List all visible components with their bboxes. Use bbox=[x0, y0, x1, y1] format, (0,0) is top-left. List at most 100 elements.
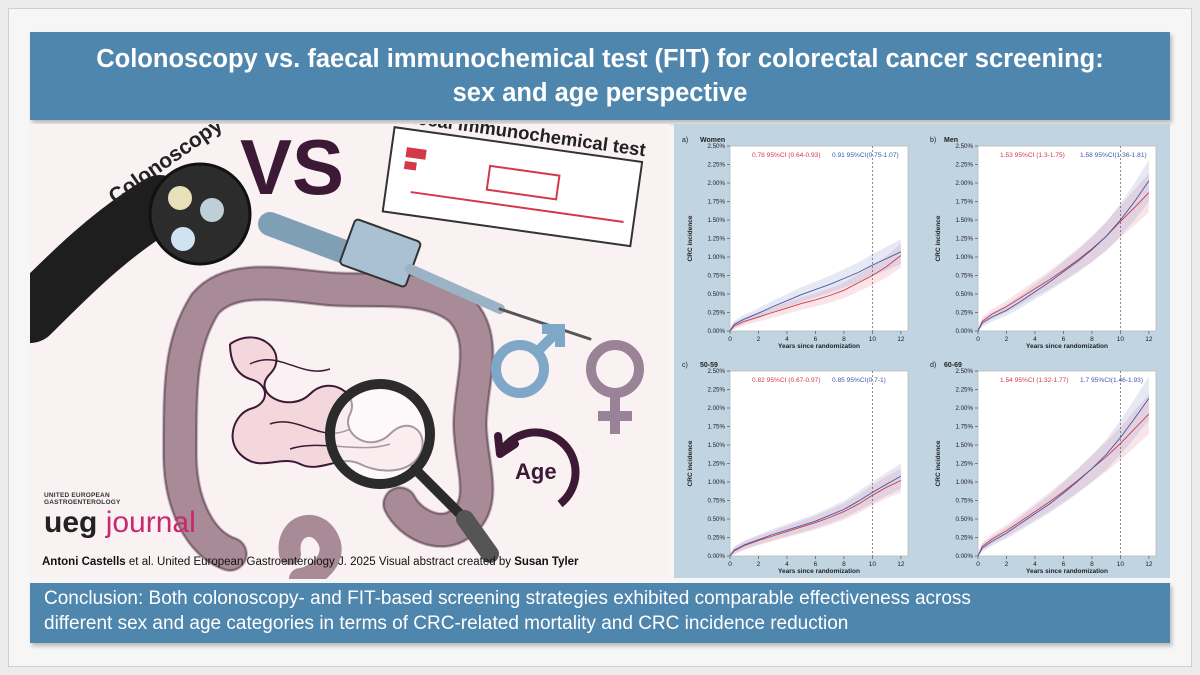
series-line-red bbox=[977, 192, 1150, 332]
y-tick-label: 1.25% bbox=[707, 461, 725, 468]
ci-band-blue bbox=[730, 463, 901, 556]
x-tick-label: 12 bbox=[897, 336, 905, 343]
y-tick-label: 2.00% bbox=[955, 405, 973, 412]
credit-authors: Antoni Castells bbox=[42, 556, 126, 568]
age-label: Age bbox=[515, 459, 557, 484]
y-tick-label: 2.00% bbox=[707, 405, 725, 412]
x-tick-label: 2 bbox=[757, 336, 761, 343]
ci-band-red bbox=[978, 393, 1149, 556]
vs-label: VS bbox=[240, 124, 344, 211]
y-tick-label: 1.00% bbox=[707, 479, 725, 486]
y-tick-label: 1.00% bbox=[707, 254, 725, 261]
panel-label: c) bbox=[682, 362, 688, 369]
y-tick-label: 0.25% bbox=[707, 535, 725, 542]
x-tick-label: 10 bbox=[1117, 561, 1125, 568]
conclusion-line-1: Conclusion: Both colonoscopy- and FIT-ba… bbox=[44, 588, 971, 609]
magnifier-icon bbox=[325, 379, 499, 563]
y-tick-label: 0.00% bbox=[955, 553, 973, 560]
series-line-red bbox=[977, 413, 1150, 557]
ci-band-blue bbox=[978, 159, 1149, 331]
y-tick-label: 0.50% bbox=[955, 291, 973, 298]
series-line-blue bbox=[729, 251, 902, 332]
y-tick-label: 0.50% bbox=[955, 516, 973, 523]
x-tick-label: 4 bbox=[785, 336, 789, 343]
y-tick-label: 1.75% bbox=[707, 424, 725, 431]
x-tick-label: 4 bbox=[1033, 561, 1037, 568]
y-tick-label: 1.75% bbox=[707, 199, 725, 206]
logo-word-journal: journal bbox=[105, 506, 196, 539]
y-tick-label: 2.00% bbox=[707, 180, 725, 187]
conclusion-bar: Conclusion: Both colonoscopy- and FIT-ba… bbox=[30, 583, 1170, 643]
y-tick-label: 1.50% bbox=[707, 217, 725, 224]
credit-line: Antoni Castells et al. United European G… bbox=[42, 556, 579, 568]
annotation-red: 0.82 95%CI (0.67-0.97) bbox=[752, 377, 821, 384]
age-cycle-icon: Age bbox=[494, 428, 580, 508]
female-symbol-icon bbox=[586, 340, 644, 434]
plot-area bbox=[977, 370, 1157, 557]
y-tick-label: 0.25% bbox=[707, 310, 725, 317]
y-tick-label: 1.25% bbox=[955, 461, 973, 468]
logo-word-ueg: ueg bbox=[44, 506, 98, 539]
y-tick-label: 2.50% bbox=[707, 368, 725, 375]
y-axis-label: CRC incidence bbox=[687, 215, 694, 261]
series-line-blue bbox=[729, 475, 902, 557]
y-tick-label: 2.00% bbox=[955, 180, 973, 187]
x-axis-label: Years since randomization bbox=[778, 568, 860, 575]
y-axis-label: CRC incidence bbox=[687, 440, 694, 486]
x-tick-label: 4 bbox=[785, 561, 789, 568]
charts-svg: a) Women 0.00% 0.25% 0.50% 0.75% 1.00% 1.25% 1.5… bbox=[682, 137, 1157, 575]
x-tick-label: 12 bbox=[1145, 561, 1153, 568]
y-tick-label: 1.75% bbox=[955, 199, 973, 206]
x-tick-label: 6 bbox=[814, 561, 818, 568]
plot-area bbox=[729, 145, 909, 332]
y-tick-label: 2.50% bbox=[955, 143, 973, 150]
y-tick-label: 1.50% bbox=[955, 217, 973, 224]
x-tick-label: 6 bbox=[814, 336, 818, 343]
x-axis-label: Years since randomization bbox=[1026, 568, 1108, 575]
x-tick-label: 8 bbox=[1090, 561, 1094, 568]
x-tick-label: 2 bbox=[1005, 561, 1009, 568]
annotation-blue: 0.91 95%CI(0.75-1.07) bbox=[832, 152, 899, 159]
male-symbol-icon bbox=[491, 324, 565, 398]
y-tick-label: 0.00% bbox=[955, 328, 973, 335]
charts-panel: a) Women 0.00% 0.25% 0.50% 0.75% 1.00% 1.25% 1.5… bbox=[674, 124, 1170, 578]
page-title: Colonoscopy vs. faecal immunochemical te… bbox=[30, 32, 1170, 120]
chart-4: d) 60-69 0.00% 0.25% 0.50% 0.75% 1.00% 1.25% 1.5… bbox=[930, 362, 1157, 575]
x-tick-label: 2 bbox=[1005, 336, 1009, 343]
x-tick-label: 6 bbox=[1062, 336, 1066, 343]
colonoscope-icon bbox=[1, 162, 252, 343]
y-tick-label: 1.50% bbox=[955, 442, 973, 449]
y-tick-label: 0.75% bbox=[707, 498, 725, 505]
x-axis-label: Years since randomization bbox=[1026, 343, 1108, 350]
annotation-red: 1.54 95%CI (1.32-1.77) bbox=[1000, 377, 1069, 384]
y-tick-label: 0.75% bbox=[955, 498, 973, 505]
y-tick-label: 2.50% bbox=[955, 368, 973, 375]
chart-title: Men bbox=[944, 137, 958, 144]
y-tick-label: 1.50% bbox=[707, 442, 725, 449]
y-tick-label: 0.25% bbox=[955, 535, 973, 542]
x-tick-label: 8 bbox=[1090, 336, 1094, 343]
y-tick-label: 0.00% bbox=[707, 553, 725, 560]
y-tick-label: 0.50% bbox=[707, 516, 725, 523]
x-axis-label: Years since randomization bbox=[778, 343, 860, 350]
y-tick-label: 2.25% bbox=[707, 162, 725, 169]
y-axis-label: CRC incidence bbox=[935, 440, 942, 486]
y-tick-label: 2.25% bbox=[955, 387, 973, 394]
y-tick-label: 0.75% bbox=[707, 273, 725, 280]
y-tick-label: 1.25% bbox=[955, 236, 973, 243]
y-tick-label: 0.25% bbox=[955, 310, 973, 317]
title-line-1: Colonoscopy vs. faecal immunochemical te… bbox=[96, 45, 1104, 73]
conclusion-line-2: different sex and age categories in term… bbox=[44, 613, 849, 634]
title-line-2: sex and age perspective bbox=[452, 79, 748, 107]
y-tick-label: 1.00% bbox=[955, 479, 973, 486]
x-tick-label: 8 bbox=[842, 336, 846, 343]
chart-1: a) Women 0.00% 0.25% 0.50% 0.75% 1.00% 1.25% 1.5… bbox=[682, 137, 909, 350]
y-tick-label: 1.00% bbox=[955, 254, 973, 261]
annotation-blue: 0.85 95%CI(0.7-1) bbox=[832, 377, 886, 384]
x-tick-label: 0 bbox=[976, 336, 980, 343]
x-tick-label: 0 bbox=[728, 561, 732, 568]
credit-artist: Susan Tyler bbox=[514, 556, 579, 568]
panel-label: d) bbox=[930, 362, 936, 369]
chart-3: c) 50-59 0.00% 0.25% 0.50% 0.75% 1.00% 1.25% 1.5… bbox=[682, 362, 909, 575]
y-tick-label: 0.75% bbox=[955, 273, 973, 280]
